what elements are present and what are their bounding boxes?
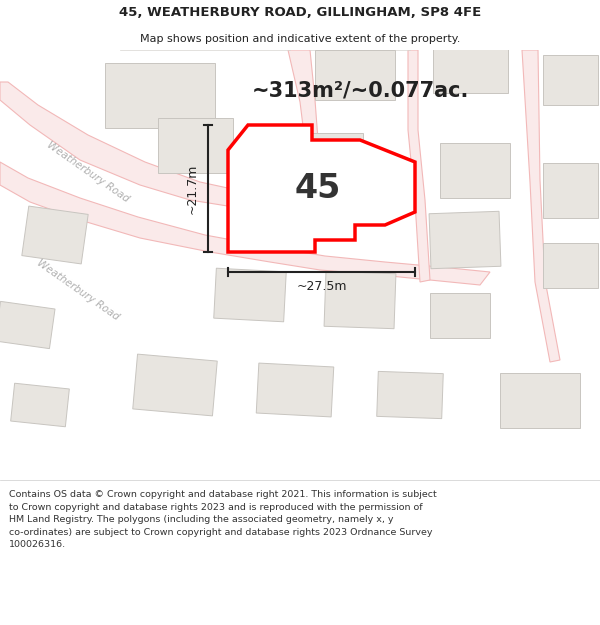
Text: ~27.5m: ~27.5m (296, 279, 347, 292)
Bar (105, 62, 215, 127)
Polygon shape (228, 125, 415, 252)
Text: ~21.7m: ~21.7m (185, 163, 199, 214)
Polygon shape (522, 50, 560, 362)
Text: ~313m²/~0.077ac.: ~313m²/~0.077ac. (251, 80, 469, 100)
Bar (0, 301, 55, 349)
Text: 45, WEATHERBURY ROAD, GILLINGHAM, SP8 4FE: 45, WEATHERBURY ROAD, GILLINGHAM, SP8 4F… (119, 6, 481, 19)
Bar (214, 268, 286, 322)
Text: Map shows position and indicative extent of the property.: Map shows position and indicative extent… (140, 34, 460, 44)
Text: Weatherbury Road: Weatherbury Road (35, 258, 121, 322)
Bar (440, 142, 510, 198)
Bar (433, 48, 508, 92)
Bar (324, 271, 396, 329)
Bar (542, 162, 598, 217)
Bar (287, 132, 362, 188)
Bar (22, 206, 88, 264)
Bar (377, 371, 443, 419)
Bar (542, 55, 598, 105)
Bar (157, 118, 233, 172)
Text: 45: 45 (295, 171, 341, 204)
Text: Contains OS data © Crown copyright and database right 2021. This information is : Contains OS data © Crown copyright and d… (9, 490, 437, 549)
Bar (315, 50, 395, 100)
Polygon shape (408, 50, 430, 282)
Polygon shape (0, 162, 490, 285)
Bar (500, 372, 580, 428)
Text: Weatherbury Road: Weatherbury Road (45, 140, 131, 204)
Bar (256, 363, 334, 417)
Bar (133, 354, 217, 416)
Polygon shape (0, 82, 290, 210)
Bar (11, 383, 70, 427)
Bar (542, 242, 598, 288)
Polygon shape (288, 50, 318, 142)
Bar (429, 211, 501, 269)
Bar (430, 292, 490, 338)
